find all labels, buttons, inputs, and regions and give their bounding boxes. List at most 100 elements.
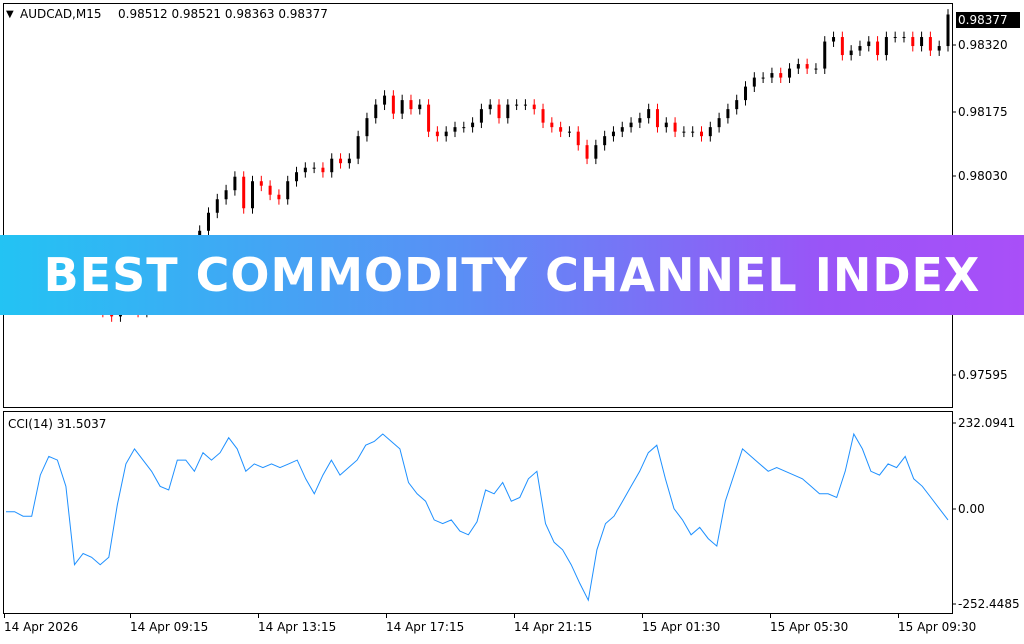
candle-bull: [471, 122, 475, 128]
banner-title: BEST COMMODITY CHANNEL INDEX: [43, 248, 981, 302]
candle-bull: [453, 127, 457, 132]
candle-bull: [295, 172, 299, 182]
candle-bear: [321, 167, 325, 173]
candle-bull: [286, 181, 290, 200]
candle-bull: [383, 95, 387, 105]
candle-bear: [435, 131, 439, 137]
candle-bear: [699, 131, 703, 137]
candle-bull: [823, 41, 827, 69]
candle-bull: [832, 37, 836, 42]
candle-bull: [523, 104, 527, 106]
candle-bear: [655, 109, 659, 128]
candle-bear: [559, 127, 563, 132]
candle-bull: [400, 100, 404, 114]
candle-bull: [594, 145, 598, 159]
candle-bear: [928, 37, 932, 51]
candle-bull: [796, 64, 800, 69]
candle-bear: [259, 181, 263, 186]
candle-bull: [629, 122, 633, 128]
cci-axis-label: 0.00: [958, 502, 985, 516]
candle-bear: [805, 64, 809, 69]
candle-bull: [893, 37, 897, 39]
candle-bull: [726, 109, 730, 119]
candle-bear: [779, 73, 783, 78]
candle-bull: [374, 104, 378, 119]
symbol-timeframe: AUDCAD,M15: [20, 7, 102, 21]
price-axis-label: 0.98030: [958, 169, 1008, 183]
candle-bull: [849, 50, 853, 56]
time-axis-label: 15 Apr 09:30: [898, 620, 977, 634]
price-panel-frame: [3, 3, 953, 408]
candle-bull: [814, 68, 818, 70]
candle-bull: [664, 122, 668, 128]
candle-bull: [251, 181, 255, 209]
candle-bear: [576, 131, 580, 146]
candle-bull: [937, 46, 941, 51]
current-price-tag: 0.98377: [956, 12, 1020, 28]
candle-bear: [339, 158, 343, 164]
candle-bear: [550, 122, 554, 128]
candle-bull: [462, 127, 466, 129]
candle-bear: [391, 95, 395, 114]
time-axis-label: 14 Apr 13:15: [258, 620, 337, 634]
candle-bull: [717, 118, 721, 128]
candle-bull: [752, 77, 756, 87]
candle-bull: [638, 118, 642, 123]
candle-bull: [620, 127, 624, 132]
candle-bull: [946, 14, 950, 47]
candle-bear: [840, 37, 844, 56]
candle-bull: [788, 68, 792, 78]
candle-bear: [427, 104, 431, 132]
candle-bear: [585, 145, 589, 159]
candle-bull: [920, 37, 924, 47]
ohlc-values: 0.98512 0.98521 0.98363 0.98377: [118, 7, 328, 21]
cci-line: [6, 432, 949, 602]
candle-bull: [744, 86, 748, 101]
price-axis-label: 0.98320: [958, 38, 1008, 52]
candle-bull: [611, 131, 615, 137]
candle-bull: [515, 104, 519, 106]
candle-bear: [242, 176, 246, 209]
candle-bull: [444, 131, 448, 137]
price-axis-label: 0.98175: [958, 105, 1008, 119]
candle-bull: [691, 131, 695, 133]
candle-bull: [884, 37, 888, 56]
candle-bull: [708, 127, 712, 137]
indicator-panel-frame: [3, 411, 953, 614]
time-axis-label: 15 Apr 01:30: [642, 620, 721, 634]
candle-bull: [488, 104, 492, 110]
price-axis-label: 0.97595: [958, 368, 1008, 382]
candle-bear: [876, 41, 880, 56]
tick-marks: [4, 44, 956, 618]
candle-bear: [268, 185, 272, 195]
candle-bear: [277, 194, 281, 200]
candle-bear: [911, 37, 915, 47]
candle-bear: [409, 100, 413, 110]
candle-bear: [532, 104, 536, 110]
candle-bull: [303, 167, 307, 173]
candle-bear: [497, 104, 501, 119]
candle-bull: [233, 176, 237, 191]
candle-bull: [770, 73, 774, 78]
candle-bull: [603, 136, 607, 146]
candle-bull: [206, 212, 210, 231]
candle-bull: [356, 136, 360, 159]
cci-axis-label: 232.0941: [958, 416, 1016, 430]
candle-bull: [867, 41, 871, 47]
candle-bull: [215, 199, 219, 213]
candle-bull: [761, 77, 765, 79]
candle-bull: [567, 131, 571, 133]
candle-bear: [541, 109, 545, 123]
cci-axis-label: -252.4485: [958, 597, 1020, 611]
candle-bull: [418, 104, 422, 110]
symbol-dropdown-icon[interactable]: ▼: [6, 9, 14, 20]
candle-bull: [312, 167, 316, 169]
title-banner: BEST COMMODITY CHANNEL INDEX: [0, 235, 1024, 315]
time-axis-label: 14 Apr 17:15: [386, 620, 465, 634]
time-axis-label: 14 Apr 2026: [4, 620, 79, 634]
time-axis-label: 15 Apr 05:30: [770, 620, 849, 634]
candle-bull: [647, 109, 651, 119]
candle-bull: [224, 190, 228, 200]
